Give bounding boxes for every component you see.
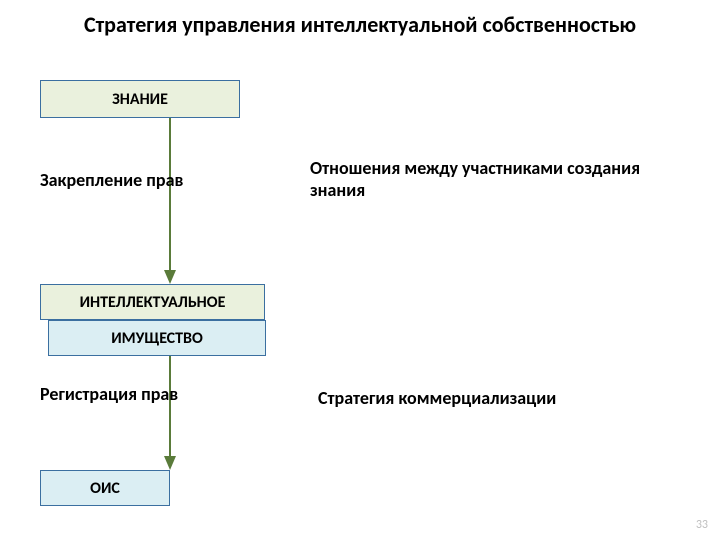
label-registratsiya: Регистрация прав <box>40 384 190 406</box>
box-ois: ОИС <box>40 470 170 506</box>
label-otnosheniya: Отношения между участниками создания зна… <box>310 158 670 201</box>
box-imushchestvo: ИМУЩЕСТВО <box>48 320 266 356</box>
arrow-2 <box>160 356 180 474</box>
label-strategiya: Стратегия коммерциализации <box>318 388 688 410</box>
page-number: 33 <box>696 518 708 532</box>
arrow-1 <box>160 118 180 288</box>
page-title: Стратегия управления интеллектуальной со… <box>0 12 720 38</box>
box-znanie: ЗНАНИЕ <box>40 80 240 118</box>
label-zakreplenie: Закрепление прав <box>40 170 190 192</box>
box-intellektualnoe: ИНТЕЛЛЕКТУАЛЬНОЕ <box>40 284 265 320</box>
